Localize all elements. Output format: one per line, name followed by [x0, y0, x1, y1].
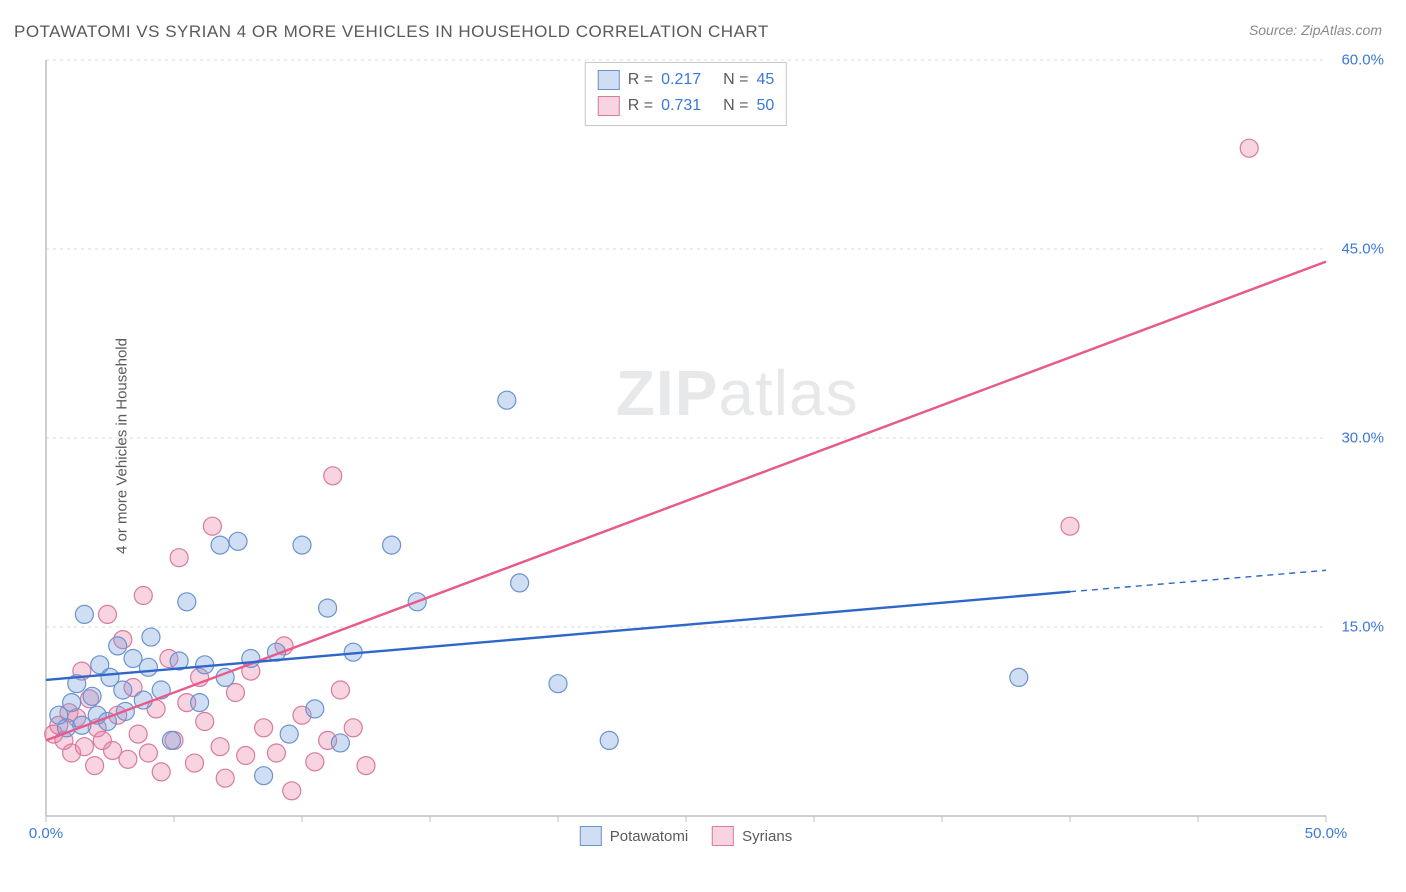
stat-value: 45 [756, 67, 774, 93]
swatch-icon [598, 70, 620, 90]
stat-label: R = [628, 67, 653, 93]
y-tick-label: 30.0% [1332, 430, 1384, 447]
legend-item-potawatomi: Potawatomi [580, 826, 688, 846]
x-tick-label: 0.0% [29, 825, 63, 842]
source-credit: Source: ZipAtlas.com [1249, 22, 1382, 38]
stat-label: N = [723, 93, 748, 119]
swatch-icon [598, 96, 620, 116]
chart-title: POTAWATOMI VS SYRIAN 4 OR MORE VEHICLES … [14, 22, 769, 42]
legend-label: Potawatomi [610, 828, 688, 845]
swatch-icon [580, 826, 602, 846]
stats-row-syrians: R = 0.731 N = 50 [598, 93, 774, 119]
stats-row-potawatomi: R = 0.217 N = 45 [598, 67, 774, 93]
stat-value: 50 [756, 93, 774, 119]
y-tick-label: 60.0% [1332, 52, 1384, 69]
stat-label: R = [628, 93, 653, 119]
scatter-plot-svg [46, 60, 1326, 816]
swatch-icon [712, 826, 734, 846]
stats-box: R = 0.217 N = 45 R = 0.731 N = 50 [585, 62, 787, 126]
y-tick-label: 15.0% [1332, 619, 1384, 636]
legend: Potawatomi Syrians [580, 826, 792, 846]
stat-value: 0.217 [661, 67, 715, 93]
legend-item-syrians: Syrians [712, 826, 792, 846]
y-tick-label: 45.0% [1332, 241, 1384, 258]
plot-area: ZIPatlas R = 0.217 N = 45 R = 0.731 N = … [46, 60, 1326, 816]
stat-value: 0.731 [661, 93, 715, 119]
x-tick-label: 50.0% [1305, 825, 1348, 842]
legend-label: Syrians [742, 828, 792, 845]
stat-label: N = [723, 67, 748, 93]
